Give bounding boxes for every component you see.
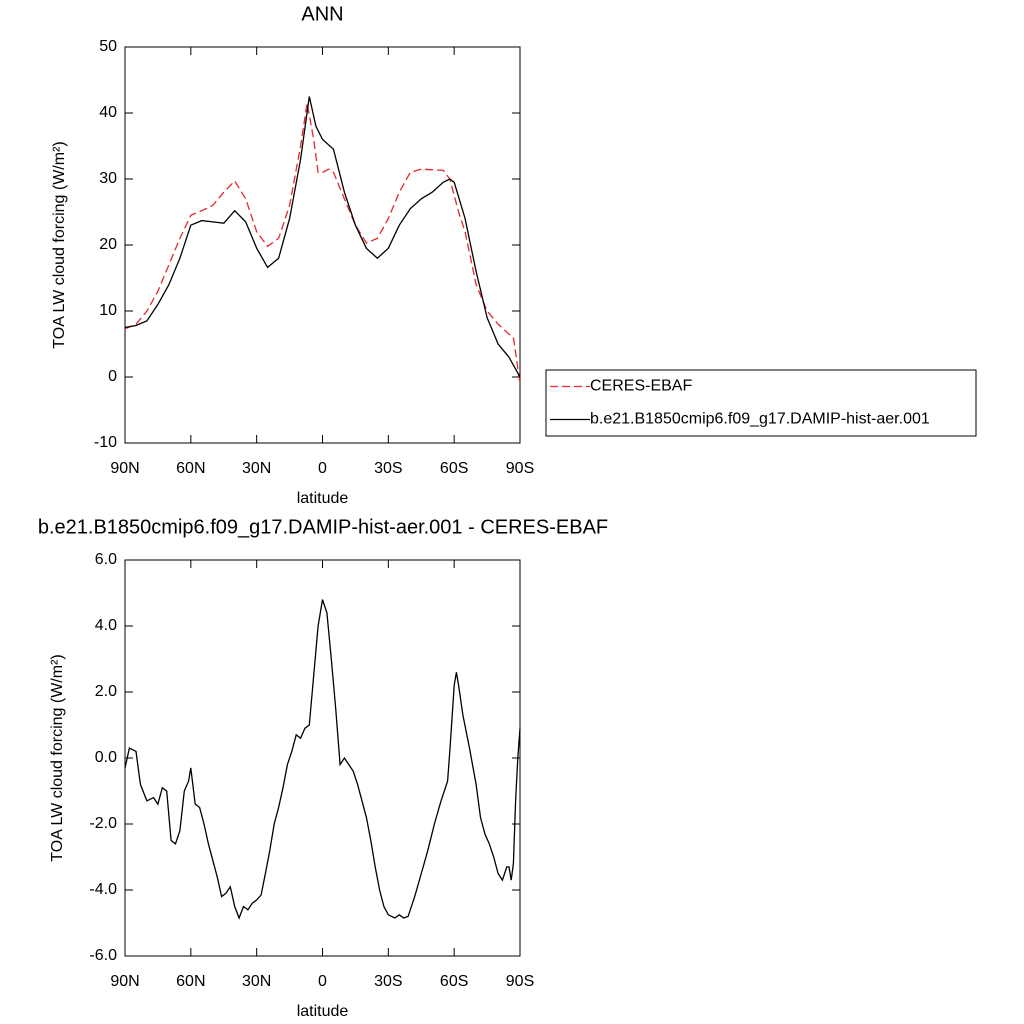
- x-axis-label: latitude: [297, 490, 349, 507]
- y-axis-label: TOA LW cloud forcing (W/m²): [49, 654, 66, 861]
- y-tick-label: -10: [94, 434, 117, 451]
- data-line: [124, 96, 521, 378]
- y-tick-label: 0: [108, 368, 117, 385]
- y-tick-label: 4.0: [95, 617, 117, 634]
- x-tick-label: 30N: [242, 973, 271, 990]
- y-axis-label: TOA LW cloud forcing (W/m²): [51, 141, 68, 348]
- x-tick-label: 60N: [176, 460, 205, 477]
- y-tick-label: 40: [99, 104, 117, 121]
- y-tick-label: -6.0: [89, 947, 117, 964]
- x-tick-label: 0: [318, 460, 327, 477]
- legend-box: [545, 369, 977, 437]
- x-tick-label: 90S: [506, 973, 534, 990]
- x-tick-label: 90S: [506, 460, 534, 477]
- y-tick-label: -2.0: [89, 815, 117, 832]
- x-tick-label: 90N: [110, 460, 139, 477]
- plot-frame: [124, 559, 521, 957]
- x-tick-label: 30N: [242, 460, 271, 477]
- x-tick-label: 90N: [110, 973, 139, 990]
- y-tick-label: -4.0: [89, 881, 117, 898]
- y-tick-label: 30: [99, 170, 117, 187]
- y-tick-label: 50: [99, 38, 117, 55]
- y-tick-label: 10: [99, 302, 117, 319]
- x-tick-label: 60N: [176, 973, 205, 990]
- data-line: [124, 599, 521, 920]
- y-tick-label: 2.0: [95, 683, 117, 700]
- chart-title: ANN: [301, 3, 343, 25]
- legend-label: b.e21.B1850cmip6.f09_g17.DAMIP-hist-aer.…: [590, 411, 930, 428]
- y-tick-label: 0.0: [95, 749, 117, 766]
- x-tick-label: 0: [318, 973, 327, 990]
- x-tick-label: 30S: [374, 973, 402, 990]
- x-axis-label: latitude: [297, 1003, 349, 1020]
- y-tick-label: 6.0: [95, 551, 117, 568]
- y-tick-label: 20: [99, 236, 117, 253]
- chart-title: b.e21.B1850cmip6.f09_g17.DAMIP-hist-aer.…: [38, 516, 608, 538]
- legend-label: CERES-EBAF: [590, 378, 692, 395]
- x-tick-label: 30S: [374, 460, 402, 477]
- x-tick-label: 60S: [440, 973, 468, 990]
- x-tick-label: 60S: [440, 460, 468, 477]
